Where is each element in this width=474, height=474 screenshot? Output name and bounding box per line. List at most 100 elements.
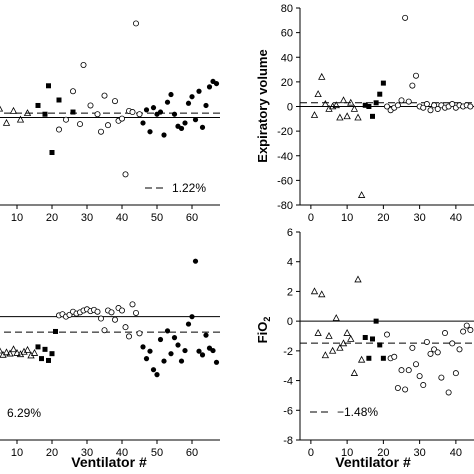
data-point-open-circle: [405, 98, 412, 105]
chart-bottom-right: 0 10 20 30 40 -8 -6 -4 -2 0 2 4 6 −1.48%: [283, 227, 474, 459]
data-point-open-circle: [394, 102, 401, 109]
data-point-open-circle: [402, 386, 409, 393]
data-point-triangle: [2, 118, 11, 126]
data-point-triangle: [321, 99, 330, 107]
data-point-square: [370, 113, 375, 119]
data-point-open-circle: [416, 373, 423, 380]
data-point-triangle: [6, 349, 14, 357]
y-tick-label: -8: [283, 435, 293, 447]
data-point-open-circle: [98, 128, 105, 135]
data-point-triangle: [328, 346, 337, 354]
data-point-square: [35, 344, 41, 350]
x-tick-label: 10: [11, 447, 23, 459]
data-point-open-circle: [126, 333, 133, 340]
data-point-open-circle: [420, 104, 427, 111]
data-point-triangle: [314, 328, 322, 336]
data-point-filled-circle: [192, 258, 199, 264]
data-point-filled-circle: [199, 352, 206, 358]
data-point-filled-circle: [182, 347, 188, 354]
x-tick-label: 20: [46, 212, 58, 224]
data-point-open-circle: [383, 103, 390, 110]
x-tick-label: 20: [377, 447, 389, 459]
data-point-open-circle: [122, 324, 129, 331]
data-point-square: [373, 318, 379, 324]
data-point-filled-circle: [196, 88, 202, 94]
data-point-open-circle: [56, 126, 63, 133]
x-tick-label: 40: [450, 212, 462, 224]
data-point-filled-circle: [157, 336, 164, 343]
data-point-open-circle: [409, 82, 416, 89]
data-point-triangle: [347, 98, 355, 106]
data-point-filled-circle: [168, 351, 174, 357]
y-tick-label: 4: [287, 257, 293, 269]
data-point-triangle: [20, 347, 28, 355]
data-point-open-circle: [441, 330, 448, 337]
data-point-filled-circle: [140, 120, 146, 126]
data-point-square: [373, 100, 379, 106]
data-point-filled-circle: [206, 84, 213, 90]
data-point-triangle: [23, 345, 32, 353]
x-tick-label: 40: [450, 447, 462, 459]
data-point-square: [46, 357, 51, 363]
x-tick-label: 10: [341, 447, 353, 459]
data-point-filled-circle: [150, 105, 157, 111]
data-point-open-circle: [427, 107, 434, 114]
legend-label: 1.22%: [172, 181, 206, 195]
data-point-square: [370, 336, 375, 342]
data-point-triangle: [0, 105, 4, 112]
chart-top-left: 10 20 30 40 50 60 1.22%: [0, 20, 220, 224]
data-point-open-circle: [402, 14, 409, 21]
data-point-open-circle: [431, 102, 438, 109]
y-tick-label: 2: [287, 286, 293, 298]
data-point-open-circle: [412, 361, 419, 368]
data-point-triangle: [343, 328, 351, 336]
data-point-open-circle: [98, 315, 105, 322]
y-tick-label: 60: [281, 28, 293, 40]
x-tick-label: 10: [11, 212, 23, 224]
data-point-open-circle: [452, 370, 459, 377]
data-point-triangle: [336, 113, 344, 121]
data-point-filled-circle: [175, 342, 181, 348]
data-point-open-circle: [112, 316, 119, 323]
data-point-square: [49, 150, 55, 155]
data-point-filled-circle: [161, 132, 167, 138]
data-point-open-circle: [420, 382, 427, 389]
x-tick-label: 10: [341, 212, 353, 224]
data-point-open-circle: [108, 309, 115, 316]
y-tick-label: -4: [283, 376, 293, 388]
data-point-triangle: [318, 290, 326, 298]
x-tick-label: 30: [81, 212, 93, 224]
data-point-filled-circle: [196, 348, 202, 354]
y-tick-label: -2: [283, 346, 293, 358]
data-point-open-circle: [449, 101, 456, 108]
data-point-filled-circle: [143, 356, 150, 362]
legend-label: 6.29%: [7, 406, 41, 420]
data-point-open-circle: [405, 367, 412, 374]
data-point-open-circle: [423, 101, 430, 108]
x-axis-label-bottom-right: Ventilator #: [335, 454, 411, 470]
data-point-open-circle: [136, 330, 143, 337]
x-axis-label-bottom-left: Ventilator #: [71, 454, 147, 470]
data-point-open-circle: [94, 308, 101, 315]
data-point-square: [380, 80, 386, 86]
data-point-square: [39, 356, 44, 362]
data-point-open-circle: [129, 301, 136, 308]
x-tick-label: 0: [308, 447, 314, 459]
data-point-filled-circle: [192, 117, 199, 123]
data-point-open-circle: [449, 340, 456, 347]
data-point-triangle: [325, 331, 333, 339]
y-tick-label: -40: [277, 151, 293, 163]
data-point-open-circle: [87, 102, 94, 109]
x-tick-label: 30: [81, 447, 93, 459]
data-point-open-circle: [445, 389, 452, 396]
data-point-triangle: [310, 287, 319, 295]
data-point-open-circle: [463, 322, 470, 329]
y-tick-label: 6: [287, 227, 293, 239]
x-tick-label: 30: [414, 212, 426, 224]
data-point-filled-circle: [140, 344, 146, 350]
data-point-filled-circle: [164, 99, 171, 105]
data-point-open-circle: [132, 20, 139, 27]
data-point-filled-circle: [157, 109, 164, 115]
data-point-square: [35, 102, 41, 108]
data-point-open-circle: [70, 88, 77, 95]
